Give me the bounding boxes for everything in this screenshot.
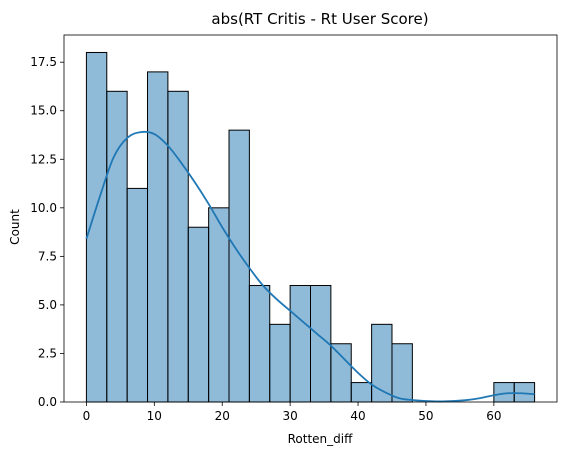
y-tick-label: 7.5	[38, 249, 57, 263]
bars-group	[85, 51, 536, 403]
histogram-bar	[106, 90, 128, 403]
x-tick-label: 40	[350, 409, 365, 423]
histogram-bar	[167, 90, 189, 403]
y-tick-label: 2.5	[38, 346, 57, 360]
y-axis-ticks: 0.0 2.5 5.0 7.5 10.0 12.5 15.0 17.5	[30, 55, 64, 409]
y-axis-label: Count	[8, 209, 22, 245]
x-tick-label: 30	[282, 409, 297, 423]
chart-title: abs(RT Critis - Rt User Score)	[211, 10, 428, 28]
x-tick-label: 0	[83, 409, 91, 423]
y-tick-label: 5.0	[38, 298, 57, 312]
y-tick-label: 10.0	[30, 201, 57, 215]
histogram-bar	[228, 129, 250, 403]
histogram-bar	[330, 343, 352, 403]
y-tick-label: 17.5	[30, 55, 57, 69]
y-tick-label: 12.5	[30, 152, 57, 166]
kde-line	[85, 130, 535, 403]
histogram-bar	[248, 284, 271, 403]
y-tick-label: 0.0	[38, 395, 57, 409]
histogram-bar	[391, 343, 413, 403]
x-tick-label: 10	[147, 409, 162, 423]
histogram-bar	[126, 187, 149, 403]
x-tick-label: 20	[215, 409, 230, 423]
x-tick-label: 60	[486, 409, 501, 423]
histogram-bar	[289, 284, 312, 403]
x-tick-label: 50	[418, 409, 433, 423]
histogram-bar	[187, 226, 210, 403]
histogram-bar	[350, 382, 373, 403]
plot-frame	[63, 34, 558, 403]
x-axis-label: Rotten_diff	[288, 432, 353, 446]
histogram-bar	[208, 207, 230, 403]
histogram-bar	[147, 71, 169, 403]
y-tick-label: 15.0	[30, 104, 57, 118]
histogram-bar	[269, 323, 291, 403]
x-axis-ticks: 0 10 20 30 40 50 60	[83, 402, 501, 423]
